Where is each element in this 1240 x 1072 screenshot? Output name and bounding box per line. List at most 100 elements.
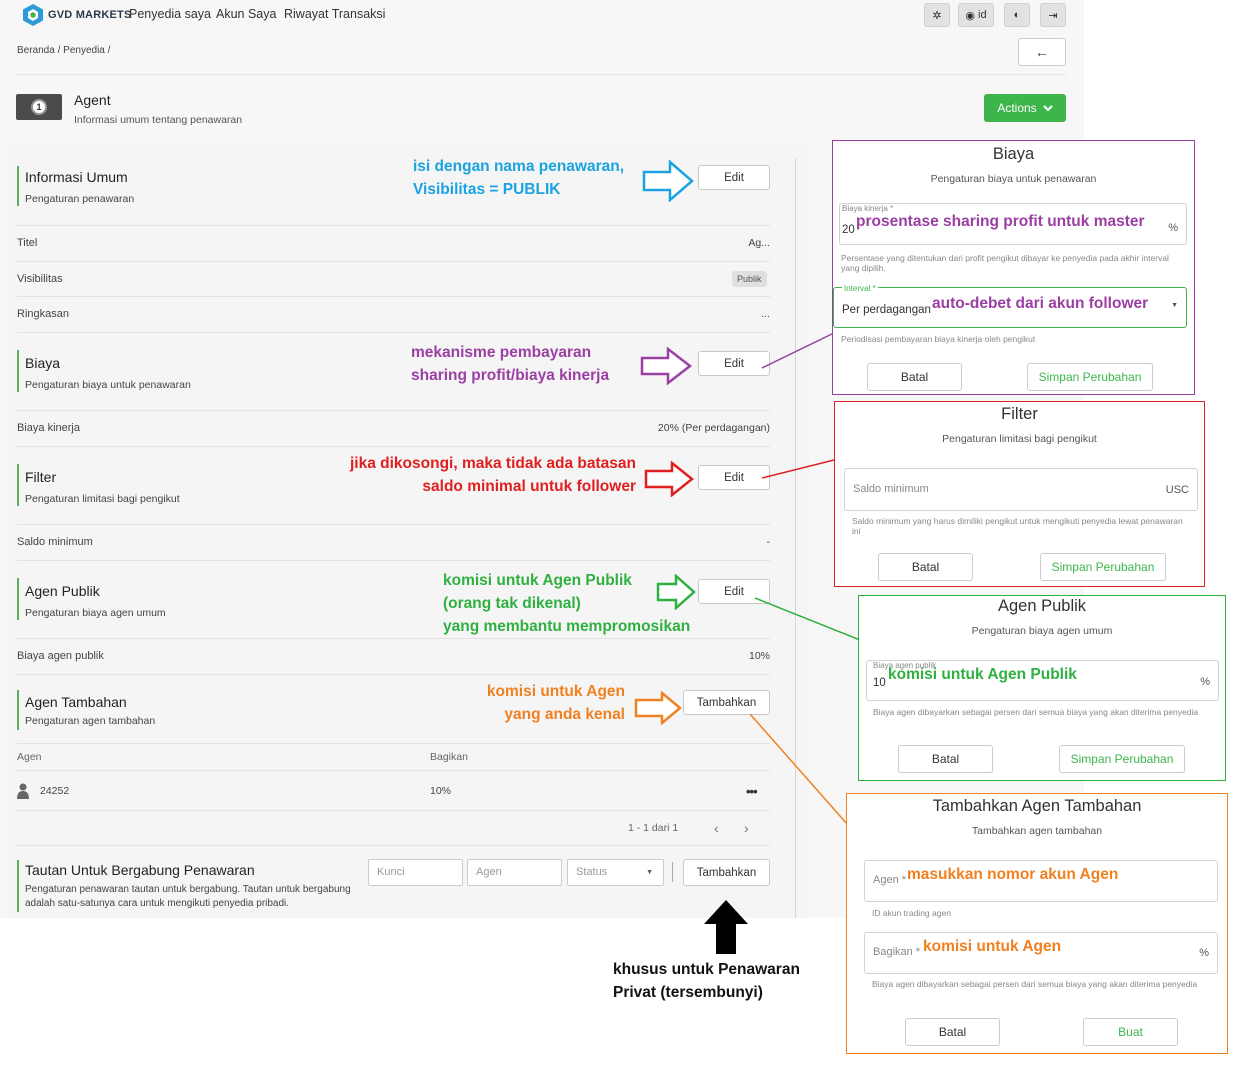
field-annotation: komisi untuk Agen — [923, 938, 1062, 955]
divider — [17, 524, 770, 525]
breadcrumb-separator: / — [107, 45, 111, 56]
actions-label: Actions — [997, 101, 1037, 115]
gvd-logo-icon[interactable] — [22, 3, 44, 27]
cancel-button[interactable]: Batal — [905, 1018, 1000, 1046]
field-hint: ID akun trading agen — [872, 908, 951, 918]
public-agent-fee-field[interactable]: Biaya agen publik 10 komisi untuk Agen P… — [866, 660, 1219, 701]
field-hint: Persentase yang ditentukan dari profit p… — [841, 253, 1169, 273]
prev-page-icon[interactable]: ‹ — [714, 820, 719, 836]
language-button[interactable]: ◉ id — [958, 3, 994, 27]
edit-general-button[interactable]: Edit — [698, 165, 770, 190]
annotation-line: yang anda kenal — [504, 706, 625, 723]
actions-button[interactable]: Actions — [984, 94, 1066, 122]
divider — [17, 74, 1066, 75]
section-extra-agent-title: Agen Tambahan — [25, 694, 127, 710]
status-placeholder: Status — [576, 866, 608, 878]
arrow-right-icon — [634, 691, 682, 725]
annotation-filter: jika dikosongi, maka tidak ada batasan s… — [336, 452, 636, 498]
field-value: 10 — [873, 677, 886, 689]
section-extra-agent-subtitle: Pengaturan agen tambahan — [25, 715, 156, 727]
public-agent-fee-value: 10% — [748, 650, 770, 662]
agent-filter-input[interactable]: Agen — [467, 859, 562, 886]
breadcrumb-home[interactable]: Beranda — [17, 45, 55, 56]
logout-button[interactable]: ⇥ — [1040, 3, 1066, 27]
table-cell-agent: 24252 — [40, 785, 70, 797]
cancel-button[interactable]: Batal — [878, 553, 973, 581]
interval-select[interactable]: Interval * Per perdagangan auto-debet da… — [833, 284, 1187, 328]
divider — [672, 862, 673, 882]
visibility-label: Visibilitas — [17, 273, 63, 285]
annotation-line: Privat (tersembunyi) — [613, 984, 763, 1001]
dialog-subtitle: Pengaturan biaya untuk penawaran — [930, 173, 1097, 185]
nav-my-providers[interactable]: Penyedia saya — [129, 7, 212, 21]
performance-fee-value: 20% (Per perdagangan) — [657, 422, 770, 434]
contrast-icon: ◐ — [1013, 9, 1021, 21]
section-accent — [17, 578, 19, 620]
summary-value: ... — [761, 308, 770, 320]
brand-name[interactable]: GVD MARKETS — [48, 9, 132, 21]
section-accent — [17, 860, 19, 912]
nav-my-account[interactable]: Akun Saya — [216, 7, 277, 21]
summary-label: Ringkasan — [17, 308, 69, 320]
add-extra-agent-button[interactable]: Tambahkan — [683, 690, 770, 715]
section-filter-subtitle: Pengaturan limitasi bagi pengikut — [25, 493, 180, 505]
annotation-line: (orang tak dikenal) — [443, 595, 581, 612]
section-accent — [17, 464, 19, 506]
dialog-title: Tambahkan Agen Tambahan — [932, 797, 1142, 815]
performance-fee-field[interactable]: Biaya kinerja * 20 prosentase sharing pr… — [839, 203, 1187, 245]
field-label: Interval * — [842, 284, 878, 293]
percent-unit: % — [1200, 676, 1210, 688]
section-fees-title: Biaya — [25, 355, 61, 371]
annotation-line: yang membantu mempromosikan — [443, 618, 691, 635]
breadcrumb: Beranda / Penyedia / — [17, 45, 110, 56]
performance-fee-label: Biaya kinerja — [17, 422, 80, 434]
arrow-up-icon — [704, 900, 748, 954]
save-button[interactable]: Simpan Perubahan — [1059, 745, 1185, 773]
save-button[interactable]: Simpan Perubahan — [1027, 363, 1153, 391]
next-page-icon[interactable]: › — [744, 820, 749, 836]
agent-id-field[interactable]: Agen * masukkan nomor akun Agen — [864, 860, 1218, 902]
back-button[interactable]: ← — [1018, 38, 1066, 66]
min-balance-field[interactable]: Saldo minimum USC — [844, 468, 1198, 511]
edit-filter-button[interactable]: Edit — [698, 465, 770, 490]
annotation-line: khusus untuk Penawaran — [613, 961, 800, 978]
table-cell-share: 10% — [430, 785, 452, 797]
save-button[interactable]: Simpan Perubahan — [1040, 553, 1166, 581]
field-annotation: masukkan nomor akun Agen — [907, 866, 1119, 883]
breadcrumb-providers[interactable]: Penyedia — [63, 45, 105, 56]
section-join-links-subtitle: Pengaturan penawaran tautan untuk bergab… — [25, 884, 351, 909]
add-join-link-button[interactable]: Tambahkan — [683, 859, 770, 886]
annotation-line: isi dengan nama penawaran, — [413, 158, 625, 175]
edit-fees-button[interactable]: Edit — [698, 351, 770, 376]
cancel-button[interactable]: Batal — [898, 745, 993, 773]
divider — [17, 638, 770, 639]
gear-icon: ✲ — [932, 9, 942, 22]
top-navigation-bar: GVD MARKETS Penyedia saya Akun Saya Riwa… — [0, 0, 1084, 32]
divider — [17, 261, 770, 262]
annotation-line: jika dikosongi, maka tidak ada batasan — [350, 455, 636, 472]
percent-unit: % — [1168, 222, 1178, 234]
user-icon — [17, 783, 29, 799]
nav-transaction-history[interactable]: Riwayat Transaksi — [284, 7, 386, 21]
settings-button[interactable]: ✲ — [924, 3, 950, 27]
min-balance-label: Saldo minimum — [17, 536, 93, 548]
key-filter-input[interactable]: Kunci — [368, 859, 463, 886]
public-agent-fee-label: Biaya agen publik — [17, 650, 104, 662]
add-agent-dialog: Tambahkan Agen Tambahan Tambahkan agen t… — [846, 793, 1228, 1054]
status-filter-select[interactable]: Status ▼ — [567, 859, 664, 886]
arrow-left-icon: ← — [1035, 44, 1049, 60]
section-fees-subtitle: Pengaturan biaya untuk penawaran — [25, 379, 191, 391]
theme-toggle-button[interactable]: ◐ — [1004, 3, 1030, 27]
dialog-title: Biaya — [992, 145, 1035, 163]
cancel-button[interactable]: Batal — [867, 363, 962, 391]
create-button[interactable]: Buat — [1083, 1018, 1178, 1046]
more-options-icon[interactable]: ••• — [746, 784, 758, 799]
field-annotation: prosentase sharing profit untuk master — [856, 213, 1145, 230]
edit-public-agent-button[interactable]: Edit — [698, 579, 770, 604]
annotation-general: isi dengan nama penawaran, Visibilitas =… — [413, 155, 624, 201]
section-join-links-title: Tautan Untuk Bergabung Penawaran — [25, 862, 255, 878]
dialog-subtitle: Pengaturan biaya agen umum — [971, 625, 1113, 637]
divider — [17, 560, 770, 561]
share-field[interactable]: Bagikan * komisi untuk Agen % — [864, 932, 1218, 974]
divider — [17, 845, 770, 846]
